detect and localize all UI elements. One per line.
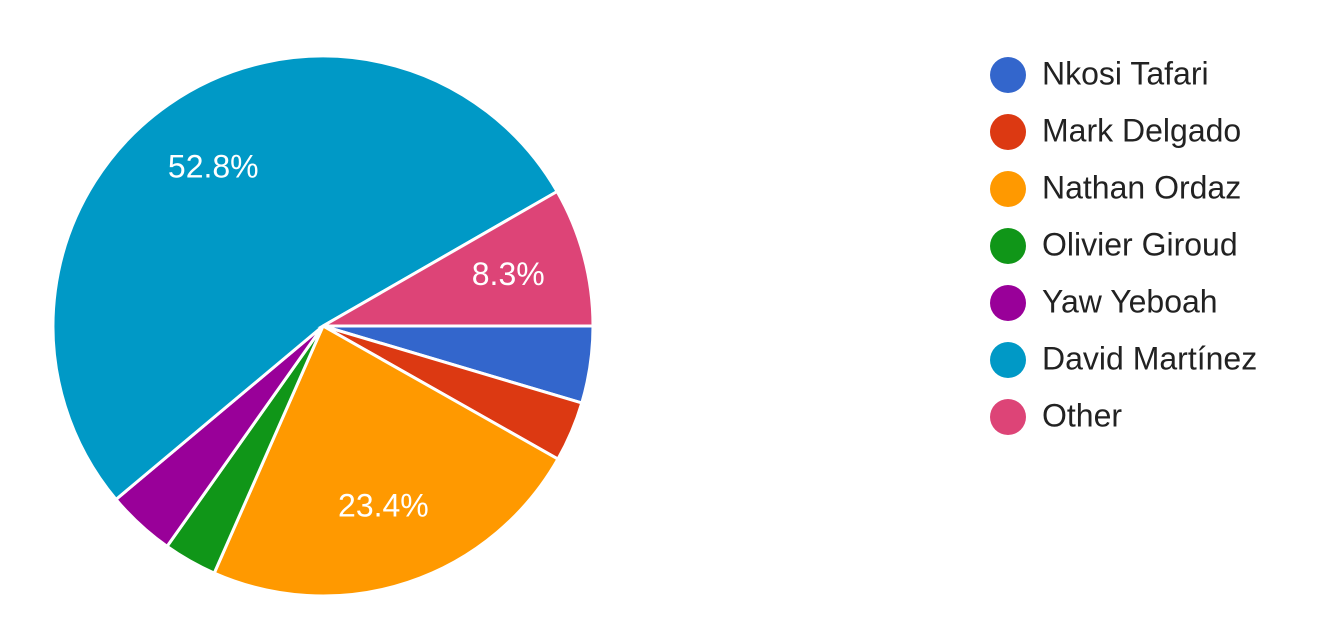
legend-swatch — [990, 342, 1026, 378]
legend-label: Olivier Giroud — [1042, 226, 1238, 262]
legend-label: Nathan Ordaz — [1042, 169, 1241, 205]
legend-label: Yaw Yeboah — [1042, 283, 1218, 319]
legend-swatch — [990, 171, 1026, 207]
pie-slice — [317, 189, 595, 328]
pie-slice — [212, 323, 560, 598]
legend-swatch — [990, 285, 1026, 321]
slice-label: 52.8% — [168, 148, 259, 184]
legend-label: David Martínez — [1042, 340, 1257, 376]
legend-swatch — [990, 399, 1026, 435]
slice-label: 8.3% — [472, 256, 545, 292]
legend-label: Mark Delgado — [1042, 112, 1241, 148]
pie-slice — [51, 54, 560, 502]
legend-swatch — [990, 114, 1026, 150]
legend-label: Other — [1042, 397, 1122, 433]
legend-label: Nkosi Tafari — [1042, 55, 1209, 91]
legend-swatch — [990, 57, 1026, 93]
slice-label: 23.4% — [338, 487, 429, 523]
legend-swatch — [990, 228, 1026, 264]
